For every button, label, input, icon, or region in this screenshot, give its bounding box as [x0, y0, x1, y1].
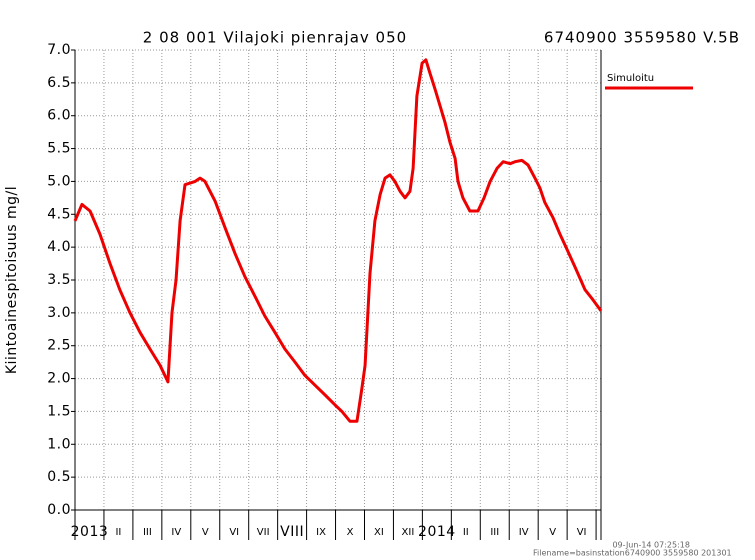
y-tick-label: 4.0 [47, 239, 71, 255]
x-tick-label: XI [374, 527, 384, 538]
chart-title: 2 08 001 Vilajoki pienrajav 050 [143, 29, 407, 47]
chart-subtitle: 6740900 3559580 V.5B [544, 29, 740, 47]
series-line [73, 58, 603, 423]
footer-date: 09-Jun-14 07:25:18 [612, 541, 690, 550]
y-tick-label: 5.5 [47, 141, 71, 157]
y-tick-label: 1.5 [47, 403, 71, 419]
x-tick-label: II [463, 527, 469, 538]
x-tick-label: IX [316, 527, 326, 538]
x-tick-label: X [347, 527, 354, 538]
y-tick-label: 6.5 [47, 75, 71, 91]
y-tick-label: 3.5 [47, 272, 71, 288]
x-tick-label: XII [402, 527, 415, 538]
x-tick-label: V [202, 527, 209, 538]
y-tick-label: 0.5 [47, 469, 71, 485]
x-tick-label: VI [577, 527, 587, 538]
x-tick-label: III [490, 527, 499, 538]
x-tick-label: VII [257, 527, 270, 538]
x-tick-label: 2013 [71, 524, 109, 540]
y-tick-label: 3.0 [47, 305, 71, 321]
legend-label: Simuloitu [607, 73, 654, 84]
y-tick-label: 7.0 [47, 42, 71, 58]
x-tick-label: VI [229, 527, 239, 538]
x-tick-label: 2014 [418, 524, 456, 540]
y-axis-label: Kiintoainespitoisuus mg/l [4, 186, 20, 374]
y-tick-label: 2.0 [47, 371, 71, 387]
y-tick-label: 4.5 [47, 206, 71, 222]
y-tick-label: 1.0 [47, 436, 71, 452]
x-tick-label: IV [519, 527, 529, 538]
x-tick-label: IV [171, 527, 181, 538]
x-tick-label: II [115, 527, 121, 538]
footer-file: Filename=basinstation6740900 3559580 201… [533, 549, 732, 558]
y-tick-label: 6.0 [47, 108, 71, 124]
y-tick-label: 2.5 [47, 338, 71, 354]
x-tick-label: III [143, 527, 152, 538]
x-tick-label: VIII [280, 524, 304, 540]
x-tick-label: V [549, 527, 556, 538]
y-tick-label: 0.0 [47, 502, 71, 518]
y-tick-label: 5.0 [47, 173, 71, 189]
